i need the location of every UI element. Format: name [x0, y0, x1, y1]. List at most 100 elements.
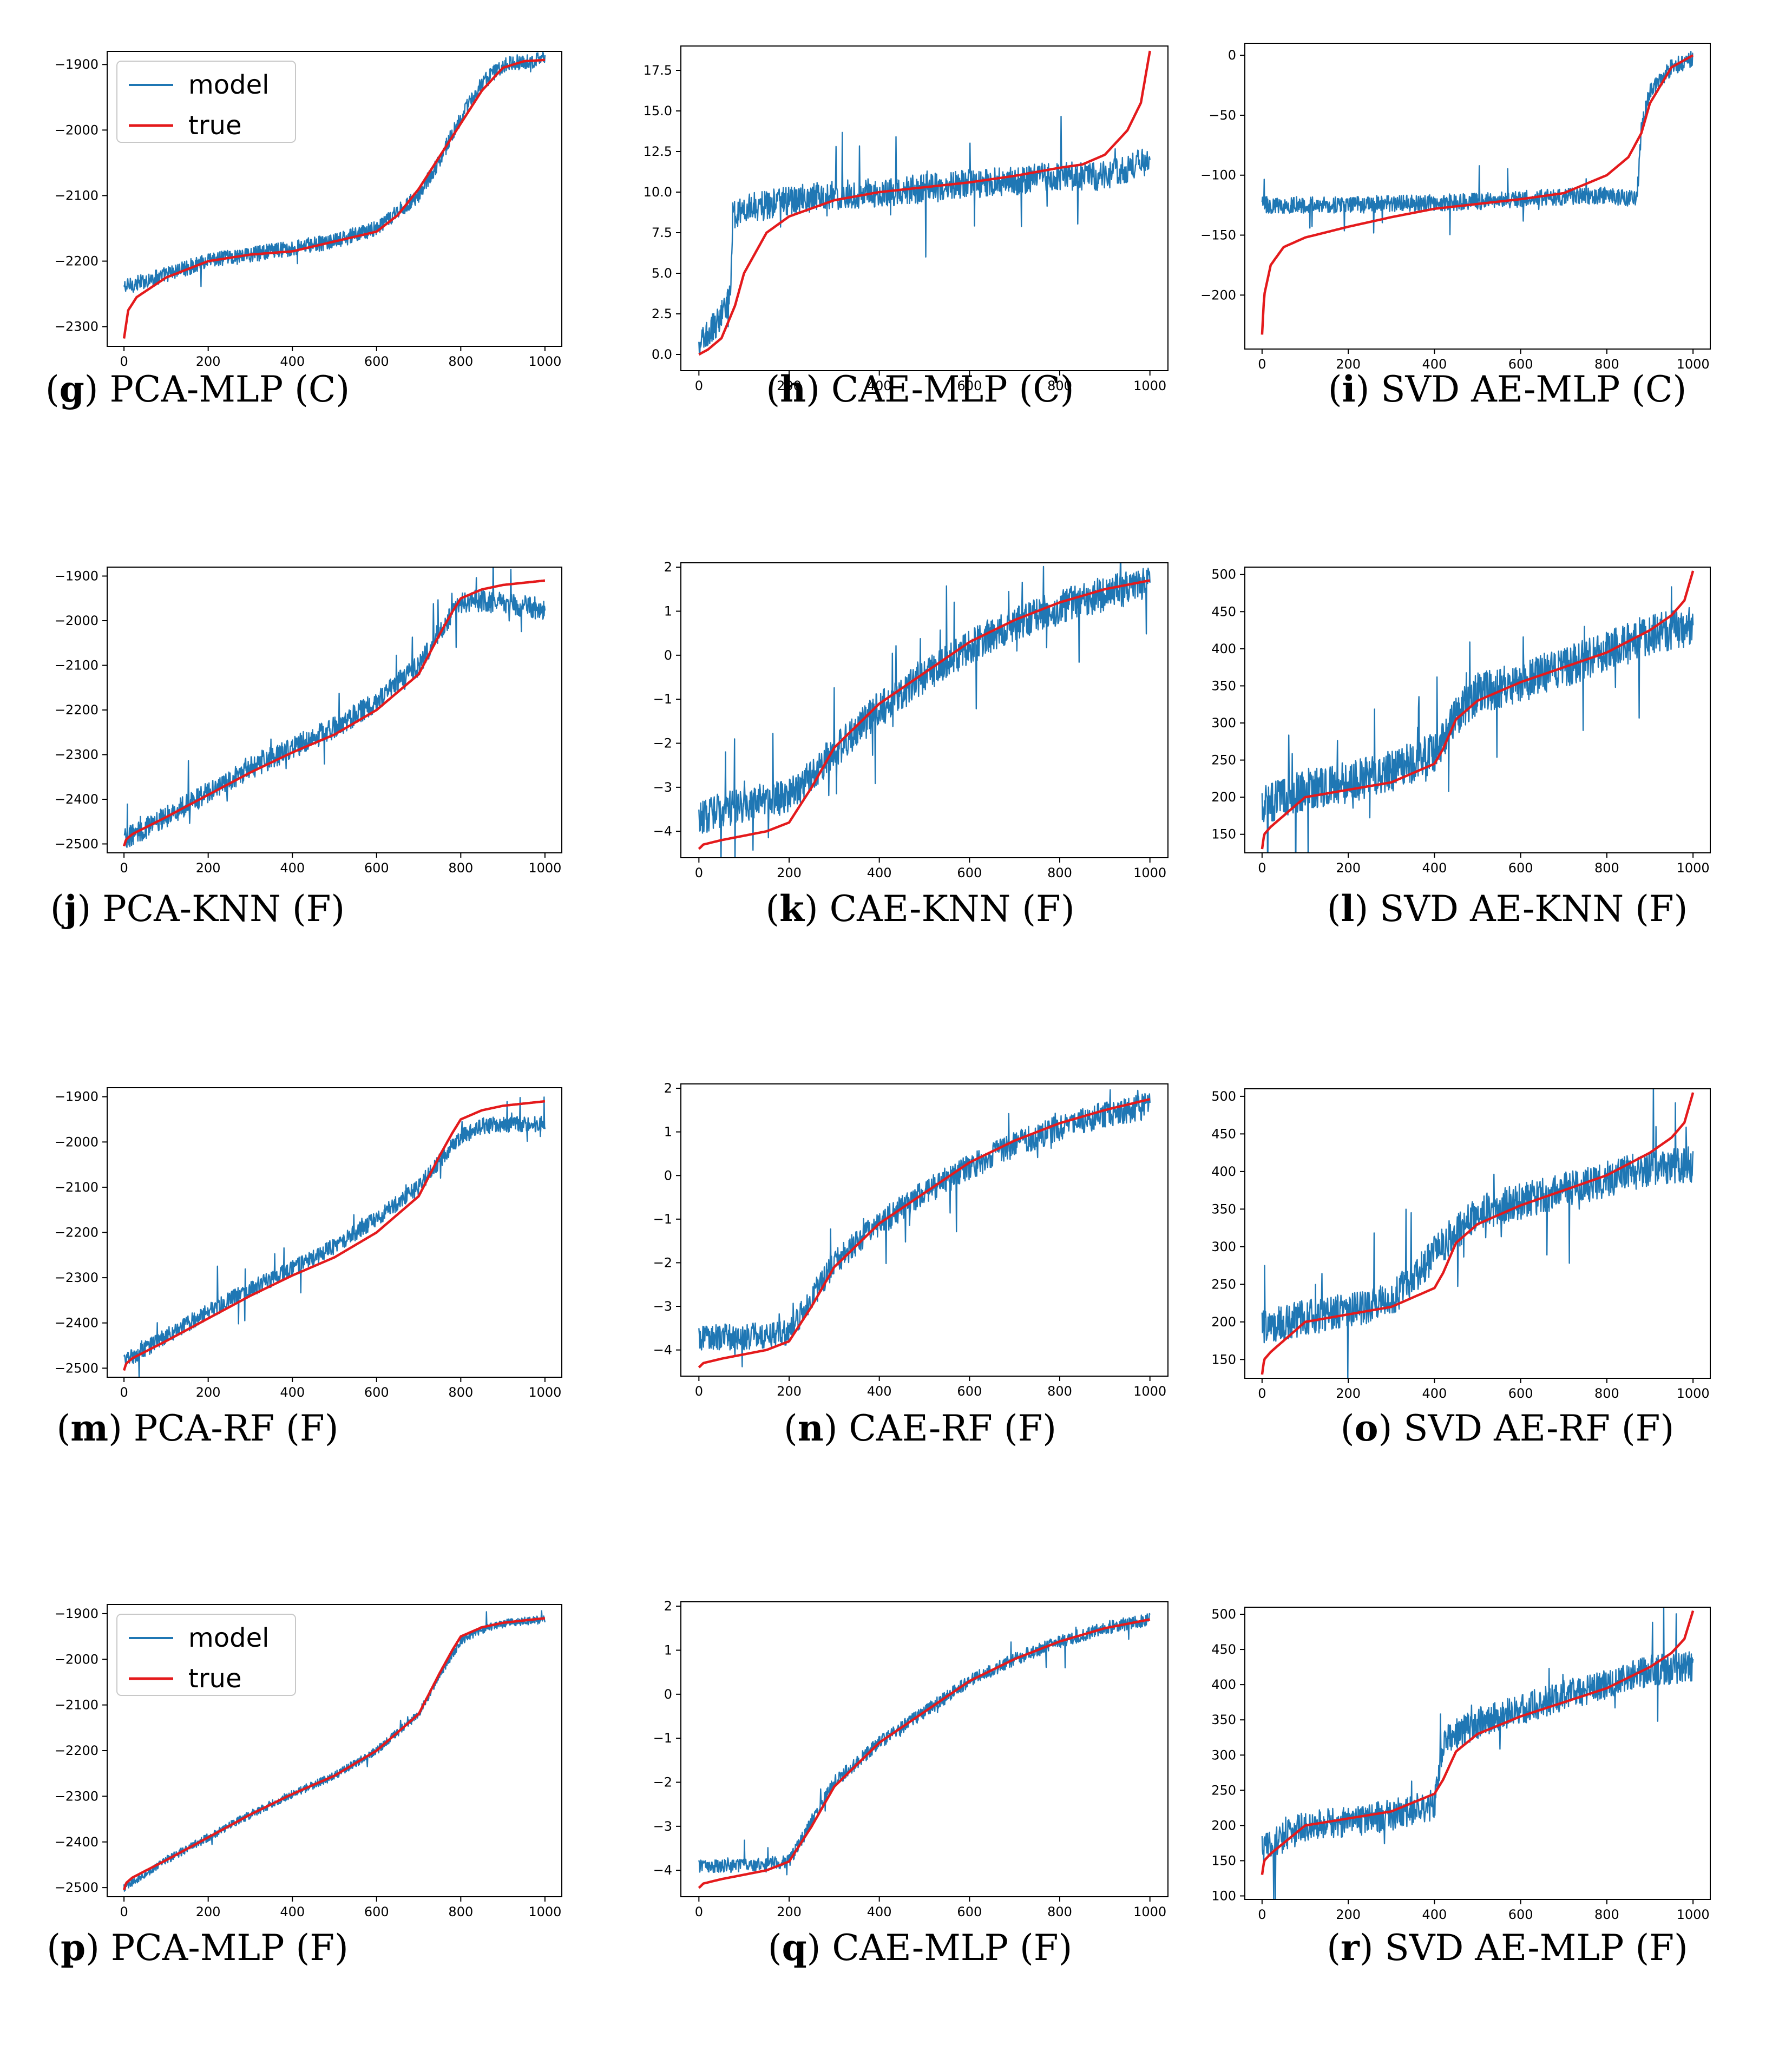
- x-tick-label: 400: [1422, 1907, 1447, 1922]
- y-tick-label: −2100: [55, 188, 99, 203]
- y-tick-label: −2200: [55, 1225, 99, 1240]
- series-line-model: [123, 1096, 546, 1377]
- axes-frame: [680, 45, 1169, 371]
- y-tick-label: −50: [1209, 108, 1236, 123]
- axes-frame: [680, 1083, 1169, 1377]
- y-tick-label: 350: [1211, 678, 1236, 693]
- y-tick-label: 350: [1211, 1712, 1236, 1727]
- legend: model true: [116, 61, 296, 143]
- x-tick-label: 800: [448, 1904, 473, 1919]
- plot-area: [122, 1096, 546, 1377]
- series-line-true: [1261, 1092, 1695, 1375]
- x-tick-label: 0: [695, 378, 703, 393]
- caption-k: (k) CAE-KNN (F): [765, 887, 1075, 930]
- panel-o: 0 200 400 600 800 1000 150 200 250 300 350 400 450 50…: [1211, 1088, 1711, 1401]
- y-tick-label: 1: [664, 603, 672, 619]
- series-line-true: [122, 579, 546, 847]
- caption-letter: o: [1354, 1407, 1379, 1449]
- y-tick-label: 7.5: [652, 225, 672, 240]
- y-tick-label: 10.0: [644, 185, 672, 200]
- caption-text: ) PCA-KNN (F): [77, 888, 345, 930]
- y-tick-label: −3: [653, 780, 672, 795]
- x-tick-label: 200: [1336, 860, 1361, 876]
- caption-text: ) SVD AE-RF (F): [1378, 1408, 1675, 1449]
- y-tick-label: −4: [653, 1863, 672, 1878]
- x-tick-label: 0: [120, 860, 128, 876]
- caption-letter: i: [1342, 368, 1356, 410]
- x-tick-label: 800: [448, 354, 473, 369]
- caption-letter: k: [779, 887, 804, 930]
- x-tick-label: 800: [448, 860, 473, 876]
- y-tick-label: 500: [1211, 1607, 1236, 1622]
- axes-frame: [107, 51, 562, 347]
- plot-area: [698, 563, 1151, 858]
- y-tick-label: −2200: [55, 254, 99, 269]
- x-tick-label: 400: [867, 378, 892, 393]
- x-tick-label: 1000: [1133, 1384, 1166, 1399]
- y-tick-label: 150: [1211, 1352, 1236, 1367]
- x-tick-label: 0: [695, 865, 703, 880]
- y-tick-label: 12.5: [644, 144, 672, 159]
- x-tick-label: 600: [957, 865, 982, 880]
- series-line-model: [698, 1089, 1151, 1367]
- y-tick-label: −2000: [55, 122, 99, 137]
- y-tick-label: 350: [1211, 1201, 1236, 1217]
- y-tick-label: 0.0: [652, 347, 672, 362]
- x-tick-label: 200: [777, 1904, 802, 1919]
- caption-letter: p: [60, 1926, 86, 1969]
- x-tick-label: 600: [957, 1384, 982, 1399]
- panel-q: 0 200 400 600 800 1000 −4 −3 −2 −1 0 1 2: [653, 1599, 1169, 1919]
- x-tick-label: 1000: [528, 860, 561, 876]
- series-line-true: [698, 1618, 1151, 1889]
- axes-frame: [1244, 1088, 1711, 1379]
- x-tick-label: 600: [1508, 357, 1533, 372]
- series-line-model: [698, 563, 1151, 858]
- y-tick-label: 0: [664, 1168, 672, 1183]
- y-tick-label: 300: [1211, 1239, 1236, 1254]
- caption-letter: l: [1341, 887, 1355, 930]
- legend: model true: [116, 1614, 296, 1696]
- x-tick-label: 400: [1422, 1386, 1447, 1401]
- panel-n: 0 200 400 600 800 1000 −4 −3 −2 −1 0 1 2: [653, 1081, 1169, 1399]
- y-tick-label: −2200: [55, 1743, 99, 1758]
- x-tick-label: 1000: [1677, 1386, 1710, 1401]
- series-line-true: [698, 1098, 1151, 1369]
- y-tick-label: −2000: [55, 613, 99, 628]
- series-line-true: [1261, 1610, 1695, 1875]
- y-tick-label: −2200: [55, 702, 99, 718]
- plot-area: [1261, 1089, 1695, 1378]
- y-tick-label: 2: [664, 1599, 672, 1614]
- x-tick-label: 200: [196, 354, 221, 369]
- y-tick-label: 250: [1211, 1783, 1236, 1798]
- caption-l: (l) SVD AE-KNN (F): [1327, 887, 1688, 930]
- plot-area: [698, 1613, 1151, 1889]
- x-tick-label: 0: [1258, 357, 1266, 372]
- y-tick-label: −2400: [55, 1834, 99, 1850]
- x-tick-label: 400: [280, 354, 305, 369]
- y-tick-label: 500: [1211, 567, 1236, 582]
- y-tick-label: −1: [653, 692, 672, 707]
- caption-letter: n: [797, 1407, 824, 1449]
- y-tick-label: −2: [653, 736, 672, 751]
- y-tick-label: 400: [1211, 1677, 1236, 1692]
- y-tick-label: −4: [653, 1343, 672, 1358]
- x-tick-label: 400: [867, 1904, 892, 1919]
- y-tick-label: −2000: [55, 1652, 99, 1667]
- y-tick-label: 450: [1211, 604, 1236, 619]
- y-tick-label: 0: [664, 1687, 672, 1702]
- y-tick-label: 400: [1211, 1164, 1236, 1179]
- x-tick-label: 1000: [1677, 1907, 1710, 1922]
- x-tick-label: 600: [364, 860, 389, 876]
- x-tick-label: 200: [1336, 1386, 1361, 1401]
- panel-p: 0 200 400 600 800 1000 −2500 −2400 −2300 −2200 −21…: [55, 1604, 562, 1919]
- y-tick-label: −2300: [55, 319, 99, 334]
- x-tick-label: 0: [695, 1384, 703, 1399]
- series-line-model: [1261, 586, 1694, 853]
- caption-text: ) SVD AE-MLP (C): [1355, 369, 1687, 410]
- x-tick-label: 0: [120, 354, 128, 369]
- caption-text: ) PCA-MLP (C): [84, 369, 350, 410]
- series-line-model: [123, 567, 546, 848]
- x-tick-label: 200: [777, 378, 802, 393]
- series-line-model: [1261, 50, 1693, 235]
- y-tick-label: 0: [1228, 48, 1236, 63]
